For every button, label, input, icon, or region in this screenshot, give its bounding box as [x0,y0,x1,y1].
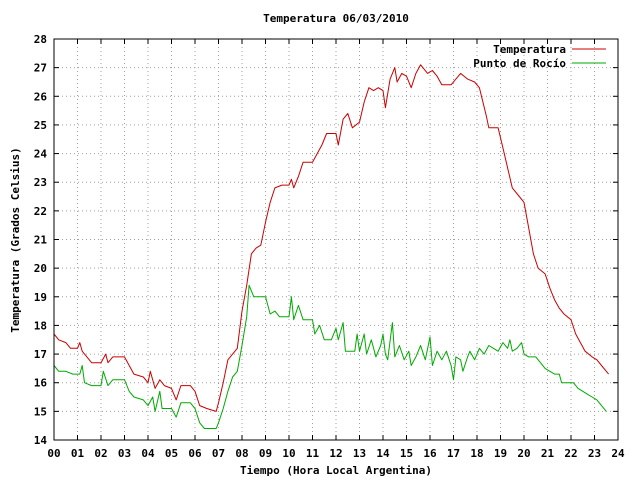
x-tick-label: 03 [118,447,131,460]
series-lines [53,64,609,429]
x-tick-label: 12 [329,447,342,460]
x-tick-label: 11 [306,447,320,460]
x-tick-label: 14 [376,447,390,460]
x-tick-label: 01 [71,447,85,460]
y-tick-label: 23 [34,176,47,189]
chart-title: Temperatura 06/03/2010 [263,12,409,25]
x-tick-label: 20 [517,447,530,460]
x-tick-label: 00 [47,447,60,460]
x-tick-label: 24 [611,447,625,460]
y-tick-label: 14 [34,434,48,447]
x-tick-label: 22 [564,447,577,460]
series-line-punto-de-rocio [53,284,607,429]
x-axis-label: Tiempo (Hora Local Argentina) [240,464,432,477]
x-tick-label: 23 [588,447,601,460]
y-tick-label: 26 [34,90,48,103]
x-tick-labels: 00 01 02 03 04 05 06 07 08 09 10 11 12 13 14 15 16 17 18 19… [47,447,625,460]
x-tick-label: 08 [235,447,248,460]
x-tick-label: 21 [541,447,555,460]
y-tick-label: 22 [34,205,47,218]
tick-marks [53,38,619,441]
y-tick-label: 25 [34,119,47,132]
series-line-temperatura [53,64,609,412]
y-tick-labels: 14 15 16 17 18 19 20 21 22 23 24 25 26 27 28 [34,33,48,447]
legend-label: Punto de Rocío [473,57,566,70]
y-tick-label: 21 [34,234,48,247]
x-tick-label: 02 [94,447,107,460]
x-tick-label: 05 [165,447,178,460]
y-tick-label: 20 [34,262,47,275]
y-tick-label: 27 [34,62,47,75]
legend-label: Temperatura [493,43,566,56]
plot-border [53,38,619,441]
x-tick-label: 10 [282,447,295,460]
x-tick-label: 19 [494,447,507,460]
y-tick-label: 19 [34,291,47,304]
x-tick-label: 07 [212,447,225,460]
grid-lines [54,39,618,440]
y-tick-label: 18 [34,319,47,332]
x-tick-label: 04 [141,447,155,460]
y-tick-label: 17 [34,348,47,361]
x-tick-label: 17 [447,447,460,460]
x-tick-label: 06 [188,447,202,460]
y-tick-label: 16 [34,377,48,390]
x-tick-label: 15 [400,447,413,460]
y-axis-label: Temperatura (Grados Celsius) [9,147,22,332]
y-tick-label: 24 [34,148,48,161]
y-tick-label: 28 [34,33,47,46]
x-tick-label: 18 [470,447,483,460]
y-tick-label: 15 [34,405,47,418]
x-tick-label: 09 [259,447,272,460]
x-tick-label: 16 [423,447,437,460]
x-tick-label: 13 [353,447,366,460]
